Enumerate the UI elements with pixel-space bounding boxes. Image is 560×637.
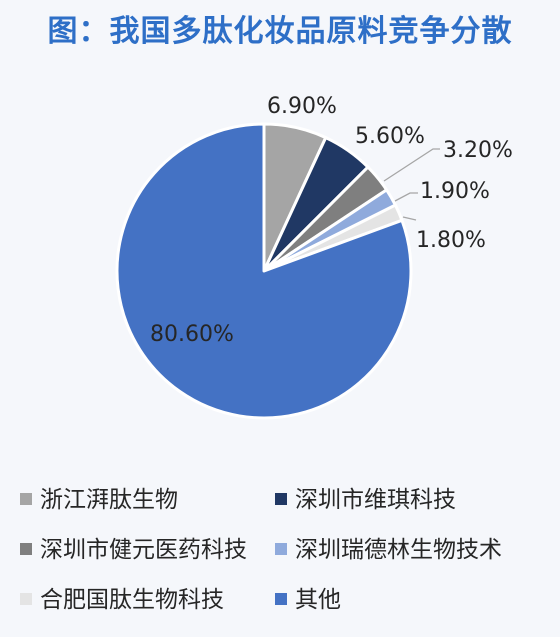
legend-label: 深圳市健元医药科技 bbox=[40, 537, 247, 563]
legend-label: 合肥国肽生物科技 bbox=[40, 587, 224, 613]
slice-others bbox=[115, 122, 413, 420]
legend-swatch bbox=[275, 542, 287, 555]
legend-item-others: 其他 bbox=[275, 583, 341, 617]
data-label: 3.20% bbox=[443, 138, 513, 163]
data-label: 80.60% bbox=[150, 322, 234, 347]
legend-label: 深圳市维琪科技 bbox=[295, 487, 456, 513]
legend-swatch bbox=[275, 492, 287, 505]
legend-label: 深圳瑞德林生物技术 bbox=[295, 537, 502, 563]
leader-line bbox=[383, 148, 440, 182]
data-label: 1.90% bbox=[420, 179, 490, 204]
data-label: 6.90% bbox=[267, 94, 337, 119]
legend-item-shenzhen-ruidelin: 深圳瑞德林生物技术 bbox=[275, 533, 502, 567]
leader-line bbox=[394, 192, 418, 202]
chart-title: 图：我国多肽化妆品原料竞争分散 bbox=[47, 14, 513, 49]
legend-swatch bbox=[20, 542, 32, 555]
leader-line bbox=[402, 216, 417, 221]
data-label: 5.60% bbox=[355, 124, 425, 149]
legend-swatch bbox=[20, 592, 32, 605]
legend-item-hefei-guotai: 合肥国肽生物科技 bbox=[20, 583, 224, 617]
legend-label: 其他 bbox=[295, 587, 341, 613]
legend-item-shenzhen-weiqi: 深圳市维琪科技 bbox=[275, 483, 456, 517]
legend-label: 浙江湃肽生物 bbox=[40, 487, 178, 513]
data-label: 1.80% bbox=[416, 228, 486, 253]
legend-swatch bbox=[20, 492, 32, 505]
legend-item-shenzhen-jianyuan: 深圳市健元医药科技 bbox=[20, 533, 247, 567]
legend-item-zhejiang-paitai: 浙江湃肽生物 bbox=[20, 483, 178, 517]
legend-swatch bbox=[275, 592, 287, 605]
